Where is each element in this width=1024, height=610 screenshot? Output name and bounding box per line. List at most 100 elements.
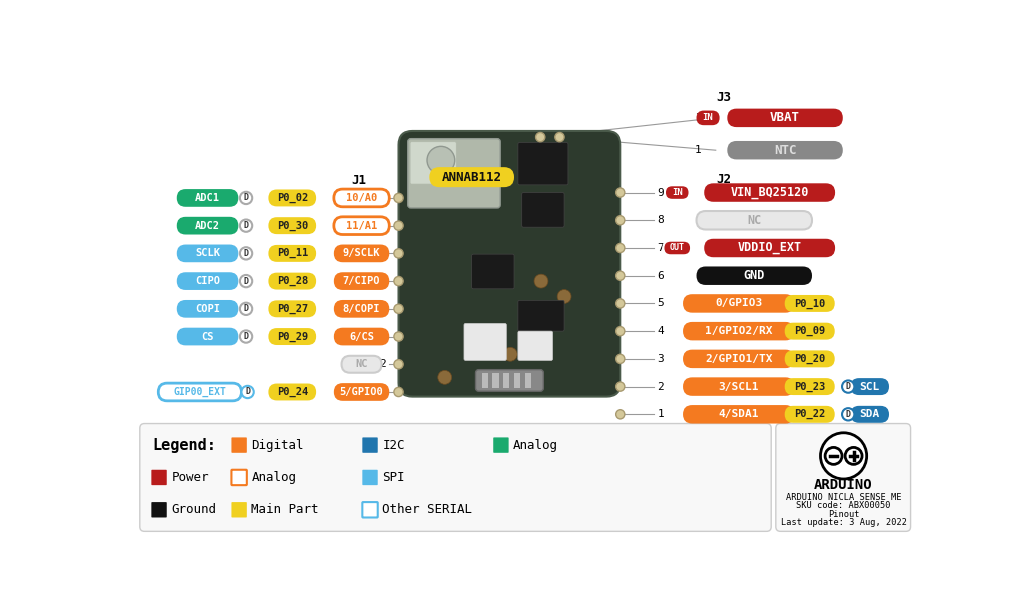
FancyBboxPatch shape [177, 189, 239, 207]
Text: P0_24: P0_24 [276, 387, 308, 397]
Circle shape [240, 220, 252, 232]
FancyBboxPatch shape [683, 294, 795, 313]
Circle shape [615, 188, 625, 197]
Circle shape [615, 354, 625, 364]
Circle shape [526, 301, 541, 315]
Circle shape [845, 447, 862, 464]
FancyBboxPatch shape [518, 143, 568, 185]
Text: J2: J2 [716, 173, 731, 186]
FancyBboxPatch shape [784, 323, 835, 340]
FancyBboxPatch shape [231, 437, 247, 453]
Text: P0_20: P0_20 [794, 354, 825, 364]
FancyBboxPatch shape [231, 470, 247, 485]
FancyBboxPatch shape [665, 185, 689, 200]
Text: ADC2: ADC2 [195, 221, 220, 231]
FancyBboxPatch shape [159, 383, 242, 401]
Text: P0_22: P0_22 [794, 409, 825, 420]
FancyBboxPatch shape [268, 384, 316, 400]
Circle shape [615, 243, 625, 253]
Text: 4: 4 [380, 304, 386, 314]
Text: Other SERIAL: Other SERIAL [382, 503, 472, 516]
FancyBboxPatch shape [334, 189, 389, 207]
Circle shape [438, 370, 452, 384]
Circle shape [394, 332, 403, 341]
FancyBboxPatch shape [851, 378, 889, 395]
Text: NTC: NTC [774, 144, 797, 157]
FancyBboxPatch shape [464, 323, 506, 361]
Text: 7/CIPO: 7/CIPO [343, 276, 380, 286]
Text: VBAT: VBAT [770, 112, 800, 124]
Text: COPI: COPI [195, 304, 220, 314]
FancyBboxPatch shape [177, 300, 239, 318]
Text: 6/CS: 6/CS [349, 332, 374, 342]
Circle shape [820, 432, 866, 479]
Circle shape [394, 387, 403, 397]
Text: Ground: Ground [171, 503, 216, 516]
FancyBboxPatch shape [268, 300, 316, 317]
Text: ADC1: ADC1 [195, 193, 220, 203]
Circle shape [615, 326, 625, 336]
FancyBboxPatch shape [705, 239, 836, 257]
FancyBboxPatch shape [342, 356, 382, 373]
Bar [481, 373, 487, 388]
FancyBboxPatch shape [472, 254, 514, 289]
FancyBboxPatch shape [334, 300, 389, 318]
FancyBboxPatch shape [362, 437, 378, 453]
Text: 2: 2 [380, 359, 386, 369]
Text: SCLK: SCLK [195, 248, 220, 259]
Text: 2: 2 [657, 382, 664, 392]
Circle shape [825, 447, 842, 464]
Text: CS: CS [202, 332, 214, 342]
FancyBboxPatch shape [334, 245, 389, 262]
Circle shape [615, 410, 625, 419]
FancyBboxPatch shape [683, 350, 795, 368]
Text: Power: Power [171, 471, 209, 484]
FancyBboxPatch shape [696, 110, 720, 125]
FancyBboxPatch shape [334, 272, 389, 290]
Circle shape [394, 304, 403, 314]
FancyBboxPatch shape [784, 295, 835, 312]
FancyBboxPatch shape [177, 272, 239, 290]
FancyBboxPatch shape [231, 502, 247, 517]
Text: SKU code: ABX00050: SKU code: ABX00050 [797, 501, 891, 511]
Text: CIPO: CIPO [195, 276, 220, 286]
FancyBboxPatch shape [268, 328, 316, 345]
FancyBboxPatch shape [177, 245, 239, 262]
Text: P0_02: P0_02 [276, 193, 308, 203]
Text: 8/COPI: 8/COPI [343, 304, 380, 314]
Text: 4/SDA1: 4/SDA1 [719, 409, 759, 419]
Text: 3/SCL1: 3/SCL1 [719, 382, 759, 392]
Text: SCL: SCL [859, 382, 880, 392]
Text: P0_30: P0_30 [276, 221, 308, 231]
FancyBboxPatch shape [696, 267, 812, 285]
Text: 6: 6 [380, 248, 386, 259]
Text: OUT: OUT [670, 243, 685, 253]
FancyBboxPatch shape [410, 142, 457, 184]
FancyBboxPatch shape [784, 378, 835, 395]
Text: J3: J3 [716, 92, 731, 104]
Text: 8: 8 [380, 193, 386, 203]
Text: 0/GPIO3: 0/GPIO3 [715, 298, 763, 309]
Text: P0_29: P0_29 [276, 331, 308, 342]
FancyBboxPatch shape [177, 217, 239, 234]
Text: P0_27: P0_27 [276, 304, 308, 314]
Text: ARDUINO NICLA SENSE ME: ARDUINO NICLA SENSE ME [785, 493, 901, 502]
Text: 11/A1: 11/A1 [346, 221, 377, 231]
Text: Analog: Analog [252, 471, 297, 484]
Text: D: D [846, 410, 851, 419]
Text: 8: 8 [657, 215, 664, 225]
Text: Analog: Analog [513, 439, 558, 451]
FancyBboxPatch shape [776, 423, 910, 531]
Text: 5: 5 [380, 276, 386, 286]
Circle shape [615, 271, 625, 281]
FancyBboxPatch shape [727, 141, 843, 159]
Text: D: D [244, 276, 249, 285]
Bar [503, 373, 509, 388]
Text: 5/GPIO0: 5/GPIO0 [340, 387, 383, 397]
Text: D: D [244, 332, 249, 341]
FancyBboxPatch shape [494, 437, 509, 453]
Text: D: D [245, 387, 250, 397]
FancyBboxPatch shape [518, 300, 564, 331]
Circle shape [240, 331, 252, 343]
Text: NC: NC [748, 214, 762, 227]
